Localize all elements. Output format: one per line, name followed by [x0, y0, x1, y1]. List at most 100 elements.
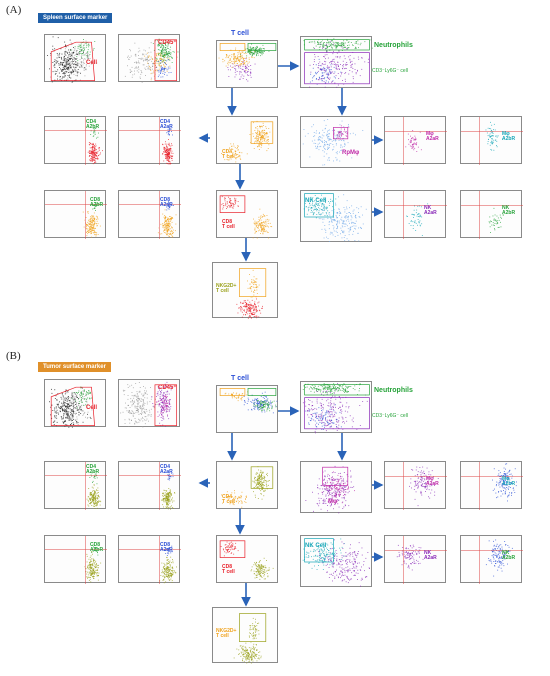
- event-dot: [161, 53, 162, 55]
- event-dot: [169, 203, 171, 205]
- event-dot: [264, 225, 266, 226]
- event-dot: [252, 53, 254, 55]
- event-dot: [345, 223, 347, 225]
- event-dot: [166, 153, 168, 155]
- event-dot: [344, 143, 346, 145]
- event-dot: [148, 66, 150, 67]
- event-dot: [165, 221, 167, 222]
- event-dot: [226, 150, 228, 152]
- event-dot: [308, 206, 310, 208]
- event-dot: [64, 64, 65, 66]
- event-dot: [161, 69, 162, 71]
- event-dot: [413, 149, 415, 151]
- event-dot: [237, 65, 239, 67]
- event-dot: [257, 408, 258, 410]
- event-dot: [347, 386, 349, 388]
- event-dot: [124, 419, 126, 421]
- event-dot: [323, 46, 325, 48]
- event-dot: [350, 61, 352, 63]
- event-dot: [90, 229, 91, 231]
- event-dot: [57, 412, 59, 414]
- event-dot: [160, 76, 162, 78]
- event-dot: [241, 308, 243, 310]
- event-dot: [233, 57, 235, 59]
- event-dot: [312, 202, 313, 204]
- event-dot: [249, 53, 251, 55]
- event-dot: [318, 138, 320, 140]
- event-dot: [65, 424, 67, 426]
- event-dot: [80, 391, 82, 393]
- event-dot: [317, 146, 319, 148]
- event-dot: [247, 409, 249, 411]
- event-dot: [165, 40, 167, 41]
- event-dot: [61, 68, 63, 70]
- event-dot: [165, 42, 166, 43]
- event-dot: [311, 204, 313, 206]
- event-dot: [147, 68, 149, 70]
- event-dot: [168, 151, 169, 153]
- event-dot: [347, 219, 349, 220]
- event-dot: [75, 404, 76, 405]
- event-dot: [317, 143, 319, 145]
- event-dot: [365, 208, 367, 210]
- event-dot: [250, 307, 252, 309]
- event-dot: [170, 406, 172, 408]
- event-dot: [156, 55, 158, 57]
- event-dot: [166, 57, 168, 59]
- event-dot: [256, 51, 258, 52]
- event-dot: [254, 137, 256, 139]
- event-dot: [254, 290, 256, 291]
- event-dot: [253, 282, 255, 284]
- event-dot: [260, 405, 262, 407]
- event-dot: [162, 67, 164, 68]
- event-dot: [89, 226, 90, 228]
- event-dot: [137, 405, 139, 407]
- event-dot: [309, 64, 311, 66]
- event-dot: [177, 51, 179, 53]
- event-dot: [170, 46, 171, 48]
- event-dot: [354, 63, 356, 65]
- event-dot: [230, 69, 231, 71]
- event-dot: [60, 396, 62, 398]
- event-dot: [163, 147, 165, 149]
- event-dot: [96, 158, 98, 159]
- event-dot: [168, 418, 170, 420]
- event-dot: [263, 132, 265, 133]
- event-dot: [167, 149, 169, 151]
- event-dot: [337, 52, 339, 54]
- event-dot: [415, 143, 417, 145]
- event-dot: [132, 387, 134, 389]
- event-dot: [167, 230, 169, 232]
- event-dot: [408, 139, 409, 141]
- event-dot: [233, 54, 235, 55]
- event-dot: [162, 224, 164, 226]
- event-dot: [226, 55, 228, 57]
- event-dot: [262, 125, 264, 126]
- event-dot: [319, 69, 321, 71]
- event-dot: [97, 158, 99, 160]
- event-dot: [168, 401, 170, 402]
- event-dot: [266, 133, 268, 135]
- event-dot: [81, 58, 83, 59]
- event-dot: [97, 234, 99, 235]
- event-dot: [246, 303, 248, 305]
- event-dot: [168, 152, 170, 154]
- event-dot: [161, 405, 163, 406]
- event-dot: [336, 43, 338, 45]
- event-dot: [352, 233, 354, 235]
- event-dot: [323, 207, 325, 209]
- event-dot: [260, 219, 262, 221]
- event-dot: [240, 301, 242, 303]
- event-dot: [144, 409, 146, 411]
- event-dot: [75, 54, 77, 55]
- event-dot: [142, 406, 144, 408]
- flow-plot-r1c2: [118, 379, 180, 428]
- event-dot: [165, 228, 167, 230]
- event-dot: [163, 65, 165, 67]
- event-dot: [160, 402, 162, 403]
- event-dot: [124, 390, 126, 391]
- event-dot: [325, 199, 327, 201]
- event-dot: [87, 212, 89, 214]
- event-dot: [412, 221, 414, 223]
- event-dot: [257, 54, 259, 56]
